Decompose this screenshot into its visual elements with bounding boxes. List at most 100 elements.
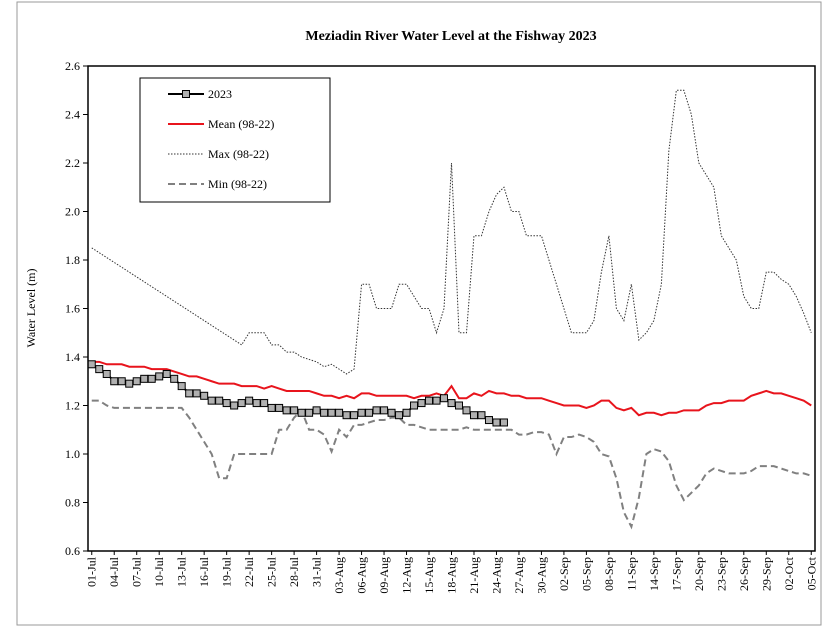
x-tick-label: 03-Aug [332, 557, 346, 594]
series-marker [290, 406, 299, 415]
series-marker [170, 374, 179, 383]
series-marker [260, 399, 269, 408]
series-marker [177, 382, 186, 391]
series-marker [230, 401, 239, 410]
x-tick-label: 14-Sep [647, 557, 661, 591]
x-tick-label: 29-Sep [759, 557, 773, 591]
series-line [91, 360, 812, 417]
x-tick-label: 04-Jul [107, 556, 121, 587]
series-marker [192, 389, 201, 398]
series-marker [425, 396, 434, 405]
x-tick-label: 26-Sep [737, 557, 751, 591]
y-tick-label: 2.4 [65, 108, 80, 122]
series-marker [387, 408, 396, 417]
x-tick-label: 12-Aug [400, 557, 414, 594]
x-tick-label: 09-Aug [377, 557, 391, 594]
chart-border [16, 1, 822, 626]
x-tick-label: 11-Sep [624, 557, 638, 591]
series-marker [402, 408, 411, 417]
series-marker [469, 411, 478, 420]
series-marker [320, 408, 329, 417]
x-tick-label: 13-Jul [175, 556, 189, 587]
x-tick-label: 25-Jul [265, 556, 279, 587]
series-marker [447, 399, 456, 408]
series-marker [440, 394, 449, 403]
series-marker [462, 406, 471, 415]
series-marker [350, 411, 359, 420]
series-marker [380, 406, 389, 415]
series-marker [237, 399, 246, 408]
y-tick-label: 2.2 [65, 156, 80, 170]
x-tick-label: 15-Aug [422, 557, 436, 594]
series-marker [87, 360, 96, 369]
legend-label: Mean (98-22) [208, 117, 274, 131]
series-marker [140, 374, 149, 383]
series-marker [410, 401, 419, 410]
chart-title: Meziadin River Water Level at the Fishwa… [305, 29, 596, 44]
series-marker [102, 369, 111, 378]
series-marker [95, 365, 104, 374]
x-tick-label: 02-Sep [557, 557, 571, 591]
series-marker [132, 377, 141, 386]
x-tick-label: 22-Jul [242, 556, 256, 587]
series-line [91, 89, 812, 375]
x-tick-label: 05-Oct [804, 556, 818, 590]
series-marker [275, 403, 284, 412]
y-tick-label: 1.0 [65, 447, 80, 461]
series-marker [499, 418, 508, 427]
x-tick-label: 08-Sep [602, 557, 616, 591]
x-tick-label: 06-Aug [355, 557, 369, 594]
series-marker [110, 377, 119, 386]
series-marker [477, 411, 486, 420]
legend-label: Min (98-22) [208, 177, 267, 191]
series-marker [365, 408, 374, 417]
series-marker [245, 396, 254, 405]
legend-box [139, 77, 331, 203]
x-tick-label: 01-Jul [85, 556, 99, 587]
series-marker [454, 401, 463, 410]
legend-label: Max (98-22) [208, 147, 269, 161]
x-tick-label: 24-Aug [489, 557, 503, 594]
series-marker [215, 396, 224, 405]
y-tick-label: 2.6 [65, 59, 80, 73]
series-marker [484, 416, 493, 425]
y-tick-label: 1.2 [65, 399, 80, 413]
series-marker [155, 372, 164, 381]
series-marker [147, 374, 156, 383]
series-marker [342, 411, 351, 420]
series-marker [117, 377, 126, 386]
series-marker [432, 396, 441, 405]
series-marker [297, 408, 306, 417]
x-tick-label: 17-Sep [669, 557, 683, 591]
x-tick-label: 28-Jul [287, 556, 301, 587]
series-marker [162, 369, 171, 378]
series-marker [372, 406, 381, 415]
x-tick-label: 19-Jul [220, 556, 234, 587]
x-tick-label: 27-Aug [512, 557, 526, 594]
series-line [91, 399, 812, 530]
series-marker [252, 399, 261, 408]
x-tick-label: 07-Jul [130, 556, 144, 587]
x-tick-label: 02-Oct [782, 556, 796, 590]
y-tick-label: 1.8 [65, 253, 80, 267]
series-marker [312, 406, 321, 415]
series-marker [282, 406, 291, 415]
legend-label: 2023 [208, 87, 232, 101]
series-marker [200, 391, 209, 400]
series-marker [417, 399, 426, 408]
series-marker [207, 396, 216, 405]
y-tick-label: 0.6 [65, 544, 80, 558]
x-tick-label: 20-Sep [692, 557, 706, 591]
series-marker [267, 403, 276, 412]
series-marker [327, 408, 336, 417]
x-tick-label: 16-Jul [197, 556, 211, 587]
x-tick-label: 18-Aug [445, 557, 459, 594]
y-axis-label: Water Level (m) [24, 269, 38, 348]
series-marker [492, 418, 501, 427]
series-marker [185, 389, 194, 398]
y-tick-label: 2.0 [65, 205, 80, 219]
series-marker [395, 411, 404, 420]
y-tick-label: 0.8 [65, 496, 80, 510]
